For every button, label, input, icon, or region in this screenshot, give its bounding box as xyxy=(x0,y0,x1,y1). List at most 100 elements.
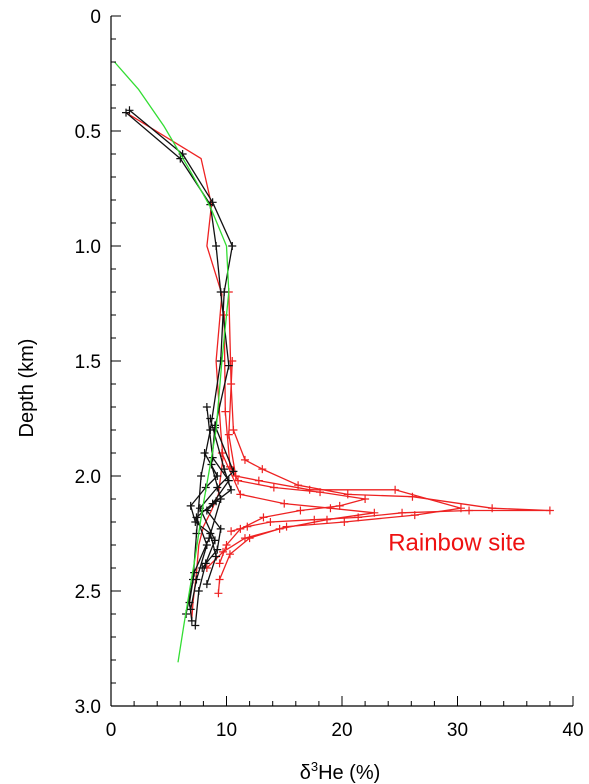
red-data-marker xyxy=(215,559,224,568)
red-data-marker xyxy=(296,506,305,515)
y-tick-label: 3.0 xyxy=(75,697,101,718)
red-data-marker xyxy=(361,495,370,503)
black-data-marker xyxy=(191,621,200,630)
black-data-marker xyxy=(202,403,211,411)
x-tick-label: 10 xyxy=(216,720,237,741)
red-profile-line xyxy=(228,291,551,532)
red-data-marker xyxy=(398,508,407,517)
x-tick-label: 30 xyxy=(447,720,468,741)
black-data-marker xyxy=(208,453,217,462)
red-data-marker xyxy=(231,472,240,480)
red-data-marker xyxy=(465,506,474,515)
axes: 00.51.01.52.02.53.00 10 20 30 40 xyxy=(75,7,584,741)
red-data-marker xyxy=(280,499,289,508)
black-data-marker xyxy=(216,357,225,365)
black-data-marker xyxy=(224,361,233,370)
red-data-marker xyxy=(322,515,331,524)
x-tick-label: 40 xyxy=(562,720,583,741)
y-tick-label: 0 xyxy=(90,7,101,28)
red-data-marker xyxy=(275,524,284,533)
red-data-marker xyxy=(222,541,231,549)
red-data-marker xyxy=(488,504,497,513)
y-axis-title: Depth (km) xyxy=(16,339,38,438)
x-axis-title-unit: He (%) xyxy=(318,762,380,784)
red-data-marker xyxy=(227,527,236,536)
x-axis-title-delta: δ xyxy=(300,762,311,784)
black-profile-line xyxy=(190,452,218,585)
black-data-marker xyxy=(202,541,211,549)
black-data-marker xyxy=(228,242,237,250)
red-data-marker xyxy=(326,504,335,513)
red-data-marker xyxy=(259,513,268,522)
black-data-marker xyxy=(212,242,221,250)
black-data-marker xyxy=(202,580,211,589)
black-data-marker xyxy=(191,518,200,526)
red-data-marker xyxy=(266,518,275,526)
red-data-marker xyxy=(410,511,419,520)
black-data-marker xyxy=(220,465,229,474)
red-data-marker xyxy=(221,407,230,416)
black-profile-line xyxy=(201,418,232,569)
red-data-marker xyxy=(269,483,278,492)
black-data-marker xyxy=(190,568,199,577)
black-data-marker xyxy=(197,472,206,480)
red-data-marker xyxy=(219,547,228,556)
red-data-marker xyxy=(229,426,238,434)
rainbow-site-annotation: Rainbow site xyxy=(388,530,525,557)
y-tick-label: 1.5 xyxy=(75,352,101,373)
red-data-marker xyxy=(254,476,263,485)
black-data-marker xyxy=(194,587,203,595)
red-data-marker xyxy=(224,430,233,439)
red-data-marker xyxy=(258,465,267,474)
red-profile-line xyxy=(217,360,462,594)
black-data-marker xyxy=(213,472,222,480)
y-tick-label: 0.5 xyxy=(75,122,101,143)
red-data-marker xyxy=(343,490,352,499)
black-data-marker xyxy=(186,501,195,510)
black-data-marker xyxy=(202,506,211,515)
black-data-marker xyxy=(200,449,209,457)
red-data-marker xyxy=(215,575,224,584)
black-data-marker xyxy=(216,288,225,296)
red-data-marker xyxy=(370,508,379,517)
black-data-marker xyxy=(187,616,196,625)
red-profile-line xyxy=(206,452,375,569)
black-data-marker xyxy=(213,483,222,492)
red-data-marker xyxy=(236,524,245,533)
black-data-marker xyxy=(122,108,131,117)
black-data-marker xyxy=(229,467,238,476)
y-tick-label: 1.0 xyxy=(75,237,101,258)
red-data-marker xyxy=(240,534,249,543)
y-tick-label: 2.0 xyxy=(75,467,101,488)
x-axis-title-sup: 3 xyxy=(311,759,318,774)
red-data-marker xyxy=(228,357,237,365)
black-data-marker xyxy=(206,414,215,423)
plot-area xyxy=(114,61,554,663)
red-data-marker xyxy=(236,490,245,499)
red-data-marker xyxy=(340,518,349,526)
x-axis-title: δ3He (%) xyxy=(300,759,381,784)
black-data-marker xyxy=(206,529,215,538)
x-tick-label: 20 xyxy=(331,720,352,741)
red-data-marker xyxy=(240,455,249,464)
black-data-marker xyxy=(186,605,195,614)
black-profile-line xyxy=(194,425,235,626)
black-data-marker xyxy=(192,575,201,584)
black-data-marker xyxy=(216,524,225,533)
red-data-marker xyxy=(225,550,234,559)
red-profile-line xyxy=(125,112,224,619)
red-data-marker xyxy=(234,476,243,485)
black-data-marker xyxy=(212,497,221,506)
black-data-marker xyxy=(227,485,236,494)
black-data-marker xyxy=(198,564,207,572)
black-profile-line xyxy=(129,109,233,615)
red-data-marker xyxy=(545,506,554,515)
x-tick-label: 0 xyxy=(106,720,117,741)
y-tick-label: 2.5 xyxy=(75,582,101,603)
red-data-marker xyxy=(214,589,223,598)
red-data-marker xyxy=(456,504,465,513)
red-data-marker xyxy=(391,485,400,494)
green-profile-line xyxy=(114,61,230,663)
red-data-marker xyxy=(305,485,314,494)
